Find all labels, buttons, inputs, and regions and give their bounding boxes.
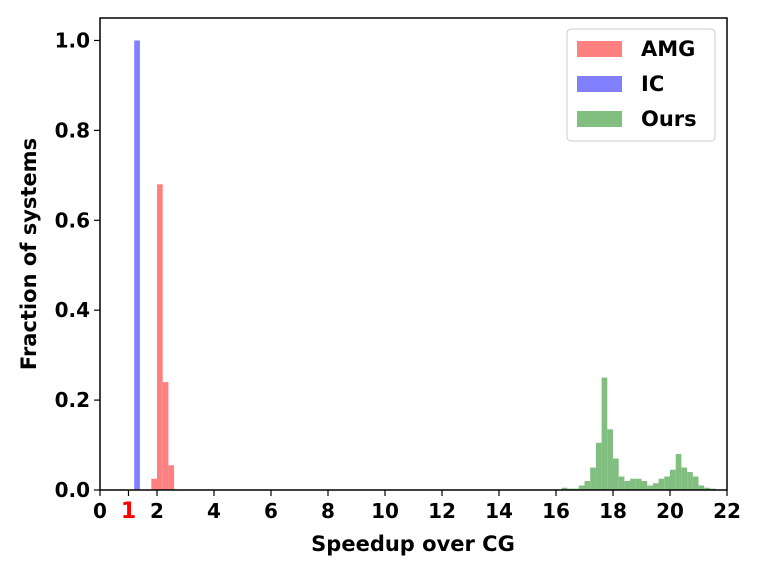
y-tick-label: 1.0 [55, 28, 90, 52]
x-tick-label: 4 [207, 499, 221, 523]
bar-ours-21 [681, 467, 688, 490]
x-tick-label: 0 [93, 499, 107, 523]
legend-swatch-amg [577, 41, 622, 57]
bar-amg-3 [168, 465, 175, 490]
bar-ours-10 [618, 476, 625, 490]
bar-ours-18 [664, 476, 670, 490]
x-axis-label: Speedup over CG [311, 532, 515, 556]
legend-swatch-ic [577, 76, 622, 92]
bar-ours-7 [601, 377, 608, 490]
y-tick-label: 0.8 [55, 118, 90, 142]
bar-ours-5 [590, 467, 596, 490]
bar-amg-1 [157, 184, 163, 491]
bar-ic-0 [134, 40, 140, 490]
bar-ours-24 [698, 485, 705, 490]
x-tick-label: 6 [264, 499, 278, 523]
bar-ours-15 [647, 485, 653, 490]
bar-ours-12 [630, 478, 636, 490]
legend-label-amg: AMG [641, 37, 695, 61]
bar-amg-2 [162, 382, 169, 490]
bar-ours-4 [584, 481, 591, 490]
legend-label-ic: IC [641, 72, 664, 96]
legend-label-ours: Ours [641, 107, 697, 131]
bar-ours-25 [704, 487, 710, 490]
x-tick-label: 16 [542, 499, 570, 523]
bar-ours-17 [658, 478, 665, 490]
x-tick-label: 10 [371, 499, 399, 523]
x-tick-label: 12 [428, 499, 456, 523]
bar-ours-13 [635, 478, 642, 490]
y-tick-label: 0.6 [55, 208, 90, 232]
bar-ours-16 [652, 483, 659, 490]
y-axis-ticks: 0.0 0.2 0.4 0.6 0.8 1.0 [55, 28, 100, 502]
bar-ours-9 [613, 458, 619, 490]
x-tick-label-highlight: 1 [121, 499, 136, 524]
x-tick-label: 18 [599, 499, 627, 523]
bar-ours-11 [624, 481, 631, 490]
bar-ours-20 [675, 454, 682, 490]
x-tick-label: 2 [150, 499, 164, 523]
y-tick-label: 0.0 [55, 478, 90, 502]
bar-ours-19 [670, 469, 676, 490]
x-tick-label: 8 [321, 499, 335, 523]
histogram-bars [134, 40, 716, 491]
bar-ours-22 [687, 472, 693, 490]
y-tick-label: 0.2 [55, 388, 90, 412]
bar-amg-0 [151, 478, 157, 490]
bar-ours-23 [692, 476, 699, 490]
legend: AMG IC Ours [566, 28, 716, 142]
x-tick-label: 20 [656, 499, 684, 523]
x-tick-label: 22 [713, 499, 741, 523]
bar-ours-6 [595, 442, 602, 490]
legend-swatch-ours [577, 111, 622, 127]
x-axis-ticks: 0 2 4 6 8 10 12 14 16 18 20 22 1 [93, 490, 741, 524]
bar-ours-8 [607, 429, 613, 490]
bar-ours-3 [578, 485, 585, 490]
y-axis-label: Fraction of systems [17, 138, 41, 370]
plot-frame [99, 17, 728, 491]
y-tick-label: 0.4 [55, 298, 90, 322]
x-tick-label: 14 [485, 499, 513, 523]
bar-ours-14 [641, 481, 648, 490]
bar-ours-0 [561, 487, 568, 490]
